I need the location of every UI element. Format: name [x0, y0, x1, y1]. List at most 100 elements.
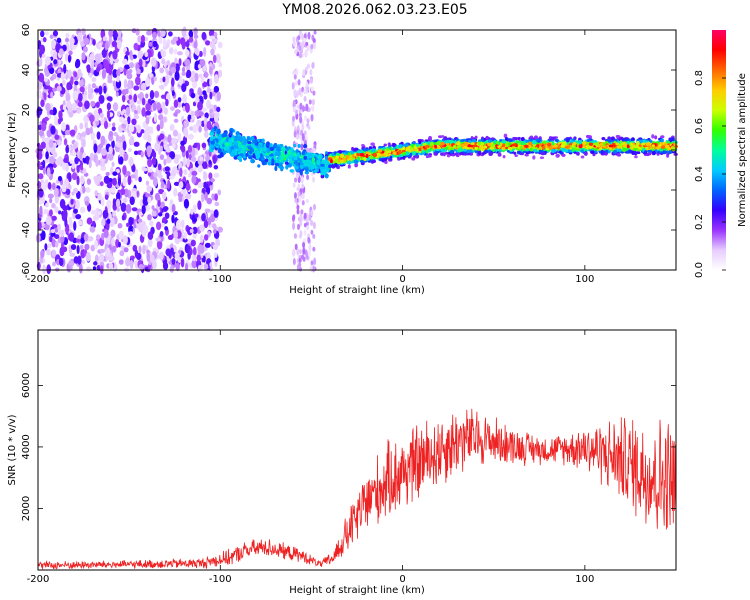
- heatmap-cell: [578, 144, 583, 149]
- heatmap-cell: [201, 192, 205, 203]
- heatmap-cell: [93, 88, 100, 93]
- heatmap-cell: [65, 145, 70, 154]
- heatmap-cell: [298, 45, 302, 52]
- heatmap-cell: [38, 124, 42, 131]
- heatmap-cell: [62, 79, 66, 86]
- heatmap-cell: [98, 94, 105, 104]
- heatmap-cell: [147, 171, 152, 177]
- heatmap-cell: [112, 50, 118, 60]
- heatmap-cell: [435, 151, 440, 154]
- heatmap-cell: [292, 257, 296, 266]
- heatmap-cell: [312, 204, 316, 211]
- heatmap-cell: [142, 133, 149, 141]
- heatmap-cell: [42, 36, 47, 43]
- heatmap-cell: [365, 151, 370, 155]
- heatmap-cell: [43, 91, 47, 101]
- heatmap-cell: [304, 49, 308, 57]
- heatmap-cell: [180, 189, 187, 195]
- heatmap-cell: [428, 136, 432, 140]
- heatmap-cell: [265, 142, 271, 149]
- heatmap-cell: [173, 137, 177, 144]
- heatmap-cell: [56, 258, 61, 266]
- heatmap-cell: [179, 78, 184, 86]
- heatmap-cell: [173, 112, 178, 117]
- heatmap-cell: [65, 32, 70, 38]
- heatmap-cell: [459, 152, 464, 156]
- heatmap-cell: [188, 30, 193, 38]
- heatmap-cell: [95, 234, 101, 240]
- heatmap-cell: [46, 248, 51, 256]
- heatmap-cell: [80, 237, 85, 244]
- heatmap-cell: [173, 181, 180, 187]
- heatmap-cell: [382, 157, 388, 162]
- heatmap-cell: [162, 116, 167, 123]
- heatmap-cell: [189, 126, 193, 131]
- heatmap-cell: [159, 77, 163, 84]
- heatmap-cell: [62, 104, 67, 111]
- heatmap-cell: [80, 175, 85, 185]
- heatmap-cell: [64, 53, 69, 62]
- heatmap-cell: [158, 188, 165, 195]
- heatmap-cell: [208, 104, 214, 110]
- heatmap-cell: [303, 130, 307, 136]
- heatmap-cell: [297, 79, 301, 86]
- heatmap-cell: [112, 80, 116, 87]
- heatmap-cell: [125, 170, 131, 177]
- heatmap-cell: [292, 249, 296, 257]
- heatmap-cell: [516, 150, 521, 155]
- heatmap-cell: [538, 149, 542, 154]
- heatmap-cell: [180, 145, 186, 153]
- heatmap-cell: [216, 128, 221, 135]
- heatmap-cell: [301, 42, 305, 50]
- heatmap-cell: [133, 114, 140, 120]
- heatmap-cell: [294, 80, 298, 87]
- heatmap-cell: [173, 188, 178, 197]
- heatmap-cell: [588, 145, 593, 149]
- heatmap-cell: [44, 56, 51, 66]
- heatmap-cell: [128, 157, 134, 167]
- heatmap-cell: [54, 115, 58, 123]
- heatmap-cell: [218, 61, 222, 68]
- heatmap-cell: [299, 53, 303, 59]
- heatmap-cell: [615, 134, 621, 138]
- heatmap-cell: [601, 137, 606, 141]
- heatmap-cell: [303, 212, 307, 220]
- heatmap-cell: [45, 216, 52, 226]
- heatmap-cell: [115, 79, 122, 89]
- heatmap-cell: [615, 142, 619, 146]
- heatmap-cell: [253, 139, 259, 143]
- heatmap-cell: [209, 144, 214, 148]
- heatmap-cell: [216, 106, 221, 113]
- heatmap-cell: [89, 226, 96, 233]
- heatmap-cell: [213, 85, 220, 93]
- heatmap-cell: [311, 98, 315, 106]
- heatmap-cell: [191, 170, 198, 177]
- heatmap-cell: [164, 212, 170, 219]
- heatmap-cell: [58, 210, 62, 215]
- heatmap-cell: [316, 159, 321, 166]
- heatmap-cell: [54, 134, 60, 140]
- heatmap-cell: [103, 85, 107, 94]
- heatmap-cell: [99, 162, 106, 168]
- heatmap-cell: [590, 150, 595, 154]
- heatmap-cell: [273, 155, 277, 160]
- heatmap-cell: [302, 247, 306, 255]
- heatmap-cell: [164, 166, 170, 172]
- heatmap-cell: [303, 223, 307, 228]
- heatmap-cell: [493, 140, 497, 143]
- heatmap-cell: [313, 257, 317, 266]
- heatmap-cell: [198, 50, 203, 58]
- heatmap-cell: [65, 92, 71, 103]
- heatmap-cell: [203, 183, 209, 189]
- heatmap-cell: [116, 192, 121, 201]
- heatmap-cell: [147, 158, 153, 168]
- heatmap-cell: [383, 143, 387, 147]
- heatmap-cell: [397, 156, 401, 161]
- heatmap-cell: [55, 240, 59, 248]
- heatmap-cell: [490, 137, 495, 140]
- heatmap-cell: [176, 169, 181, 175]
- heatmap-cell: [170, 39, 176, 45]
- heatmap-cell: [206, 197, 213, 205]
- heatmap-cell: [38, 57, 43, 67]
- heatmap-cell: [299, 102, 303, 110]
